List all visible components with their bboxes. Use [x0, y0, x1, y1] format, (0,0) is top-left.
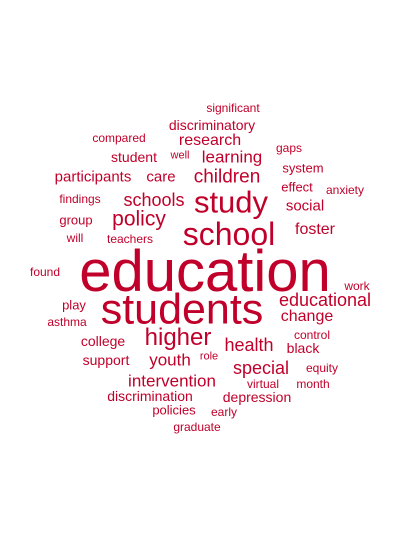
word-role: role: [199, 350, 219, 363]
word-work: work: [344, 279, 370, 293]
word-policies: policies: [152, 402, 196, 418]
word-group: group: [59, 212, 93, 228]
word-student: student: [111, 149, 157, 165]
word-virtual: virtual: [246, 377, 280, 391]
word-will: will: [66, 231, 84, 245]
word-foster: foster: [294, 221, 336, 238]
word-play: play: [62, 297, 86, 313]
word-control: control: [293, 328, 331, 342]
word-compared: compared: [92, 131, 146, 145]
word-month: month: [296, 377, 330, 391]
word-school: school: [182, 216, 276, 252]
word-system: system: [282, 160, 324, 176]
word-equity: equity: [305, 361, 339, 375]
word-change: change: [280, 308, 334, 325]
word-students: students: [100, 285, 264, 334]
word-gaps: gaps: [275, 141, 303, 155]
word-teachers: teachers: [106, 232, 154, 246]
word-youth: youth: [149, 350, 191, 370]
word-found: found: [29, 265, 61, 279]
word-well: well: [170, 149, 190, 162]
word-black: black: [286, 340, 320, 356]
word-schools: schools: [123, 190, 185, 210]
word-educational: educational: [278, 290, 372, 310]
word-study: study: [193, 184, 269, 220]
word-health: health: [224, 335, 274, 355]
word-effect: effect: [281, 179, 313, 195]
word-discriminatory: discriminatory: [168, 117, 256, 133]
word-intervention: intervention: [128, 371, 216, 391]
word-early: early: [210, 405, 238, 419]
word-graduate: graduate: [173, 420, 221, 434]
word-support: support: [82, 352, 130, 368]
word-higher: higher: [144, 324, 212, 351]
word-social: social: [285, 197, 325, 215]
word-significant: significant: [206, 101, 260, 115]
word-policy: policy: [112, 207, 166, 231]
word-participants: participants: [54, 168, 132, 186]
word-college: college: [80, 333, 126, 349]
word-findings: findings: [59, 192, 101, 206]
word-discrimination: discrimination: [107, 388, 193, 404]
word-care: care: [146, 168, 176, 186]
word-special: special: [232, 358, 290, 378]
word-children: children: [193, 166, 261, 188]
word-anxiety: anxiety: [325, 183, 365, 197]
word-research: research: [178, 132, 242, 149]
word-asthma: asthma: [47, 315, 87, 329]
word-education: education: [79, 239, 331, 304]
word-learning: learning: [201, 147, 263, 167]
word-depression: depression: [222, 389, 292, 405]
